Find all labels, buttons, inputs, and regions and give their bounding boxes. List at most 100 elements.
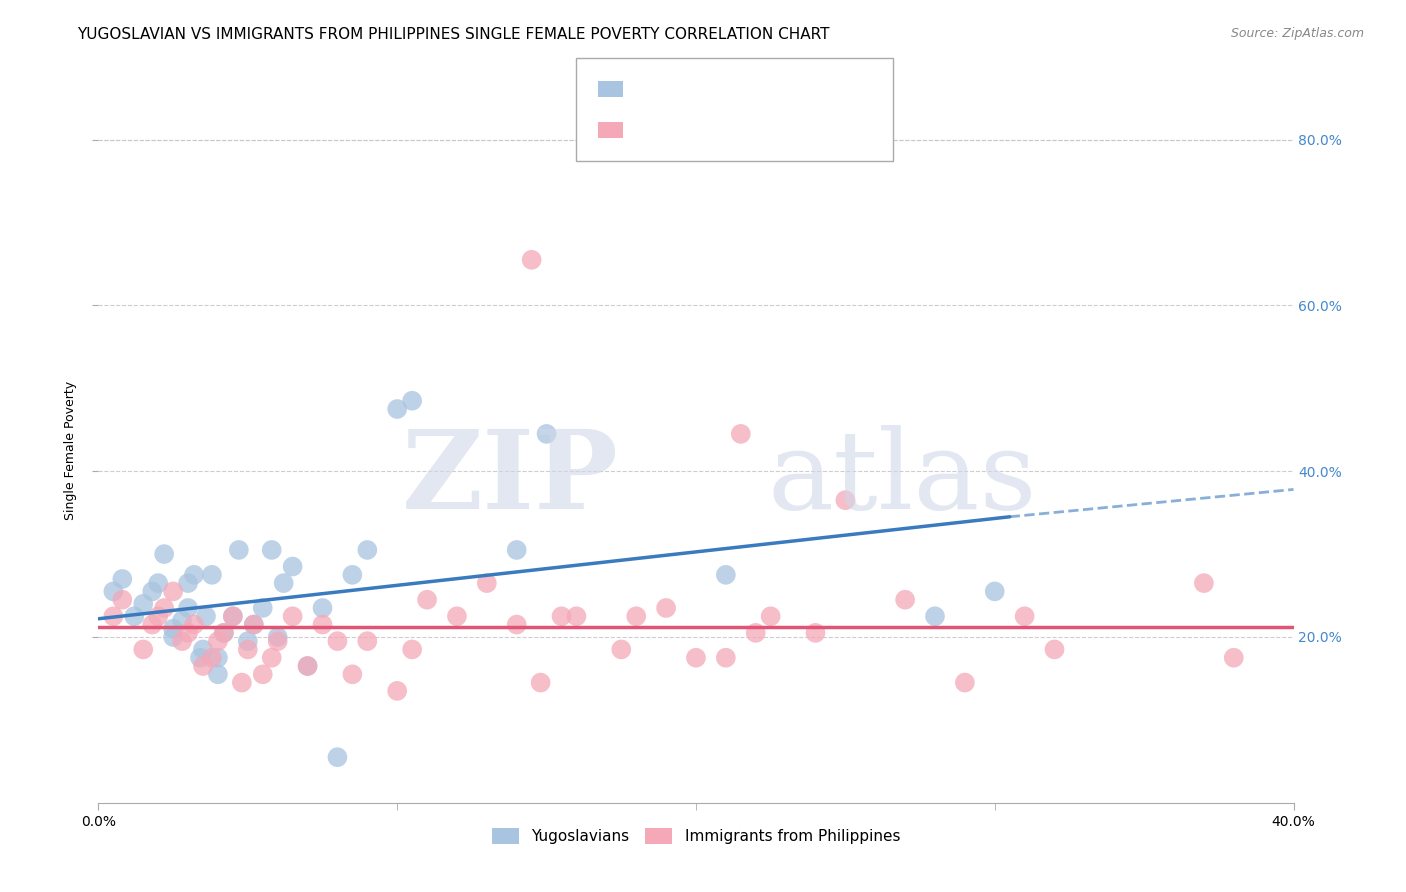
Point (212, 625, 235, 640)
Point (222, 609, 245, 624)
Point (356, 634, 378, 648)
Point (685, 650, 707, 665)
Point (894, 592, 917, 607)
Point (162, 584, 184, 599)
Text: 41: 41 (782, 79, 807, 97)
Point (207, 634, 229, 648)
Point (191, 659, 214, 673)
Point (222, 609, 245, 624)
Point (267, 634, 290, 648)
Point (281, 609, 304, 624)
Point (759, 609, 782, 624)
Point (162, 622, 184, 636)
Point (311, 617, 333, 632)
Point (530, 675, 553, 690)
Point (626, 609, 648, 624)
Point (730, 426, 752, 441)
Point (148, 576, 170, 591)
Point (111, 592, 134, 607)
Point (183, 567, 205, 582)
Point (834, 493, 856, 508)
Point (236, 634, 259, 648)
Point (132, 642, 155, 657)
Point (188, 650, 211, 665)
Point (804, 625, 827, 640)
Point (385, 402, 409, 417)
Point (177, 576, 200, 591)
Point (416, 592, 439, 607)
Text: N =: N = (725, 79, 778, 97)
Text: atlas: atlas (768, 425, 1038, 533)
Point (342, 667, 364, 681)
Point (273, 576, 295, 591)
Point (1223, 650, 1246, 665)
Point (342, 567, 364, 582)
Point (243, 617, 266, 632)
Point (297, 659, 319, 673)
Point (141, 617, 163, 632)
Text: Source: ZipAtlas.com: Source: ZipAtlas.com (1230, 27, 1364, 40)
Point (231, 675, 253, 690)
Point (103, 609, 125, 624)
Point (228, 543, 250, 558)
Point (326, 634, 349, 648)
Point (356, 543, 378, 558)
Point (446, 609, 468, 624)
Point (1043, 642, 1066, 657)
Text: YUGOSLAVIAN VS IMMIGRANTS FROM PHILIPPINES SINGLE FEMALE POVERTY CORRELATION CHA: YUGOSLAVIAN VS IMMIGRANTS FROM PHILIPPIN… (77, 27, 830, 42)
Point (565, 609, 588, 624)
Point (311, 601, 333, 615)
Point (984, 584, 1007, 599)
Point (655, 601, 678, 615)
Point (281, 559, 304, 574)
Point (177, 625, 200, 640)
Point (267, 630, 290, 644)
Point (162, 630, 184, 644)
Point (297, 659, 319, 673)
Point (401, 393, 423, 408)
Point (111, 572, 134, 586)
Point (1192, 576, 1215, 591)
Point (745, 625, 768, 640)
Point (506, 617, 529, 632)
Point (714, 650, 737, 665)
Point (172, 614, 194, 628)
Y-axis label: Single Female Poverty: Single Female Poverty (63, 381, 77, 520)
Legend: Yugoslavians, Immigrants from Philippines: Yugoslavians, Immigrants from Philippine… (484, 821, 908, 852)
Point (183, 617, 205, 632)
Point (103, 584, 125, 599)
Point (401, 642, 423, 657)
Point (475, 576, 498, 591)
Point (385, 684, 409, 698)
Point (124, 609, 146, 624)
Text: 0.236: 0.236 (673, 79, 730, 97)
Point (252, 667, 274, 681)
Point (243, 617, 266, 632)
Text: 52: 52 (796, 121, 821, 139)
Point (172, 634, 194, 648)
Point (195, 609, 218, 624)
Point (153, 547, 176, 561)
Point (191, 642, 214, 657)
Point (252, 601, 274, 615)
Point (326, 750, 349, 764)
Text: R =: R = (634, 121, 673, 139)
Point (177, 601, 200, 615)
Point (260, 543, 283, 558)
Text: ZIP: ZIP (402, 425, 619, 533)
Point (201, 567, 224, 582)
Point (153, 601, 176, 615)
Text: N =: N = (740, 121, 792, 139)
Point (207, 667, 229, 681)
Point (141, 584, 163, 599)
Point (536, 426, 558, 441)
Point (714, 567, 737, 582)
Point (207, 650, 229, 665)
Point (550, 609, 572, 624)
Point (132, 597, 155, 611)
Point (236, 642, 259, 657)
Text: R =: R = (634, 79, 673, 97)
Point (1014, 609, 1036, 624)
Point (148, 609, 170, 624)
Point (212, 625, 235, 640)
